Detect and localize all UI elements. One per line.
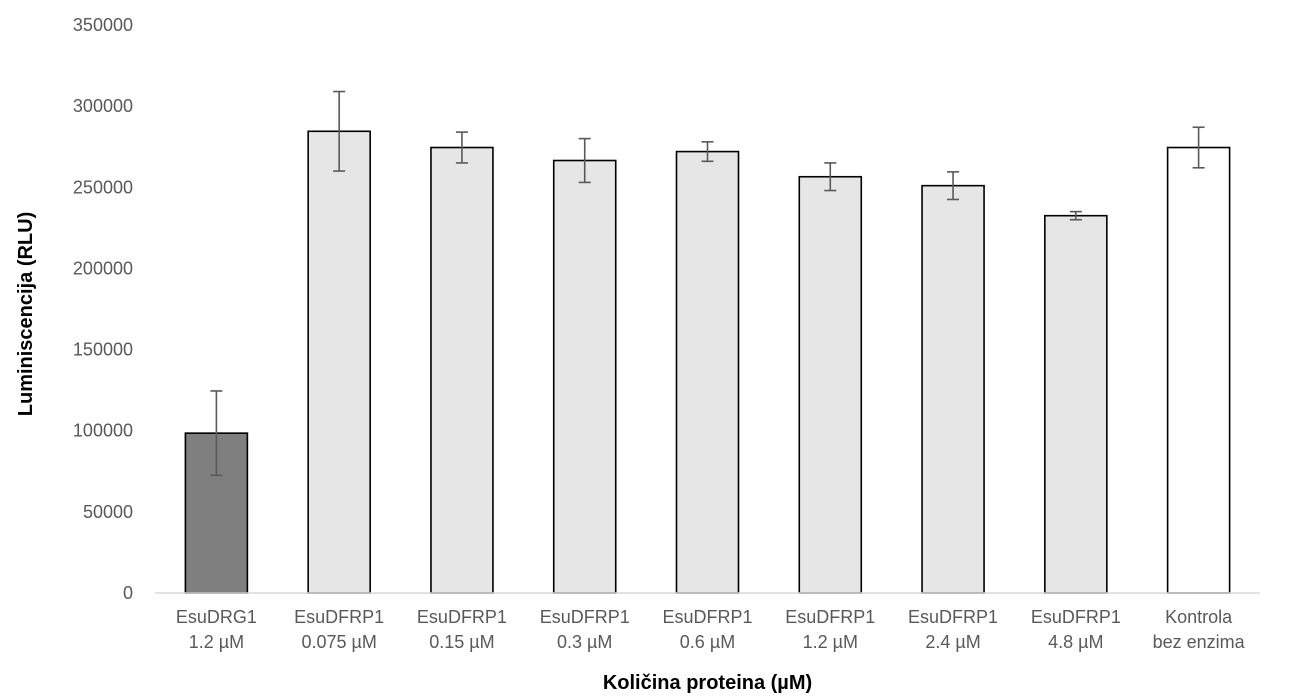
- error-bar: [455, 131, 468, 164]
- x-tick-label: EsuDFRP1 0.3 µM: [540, 607, 630, 652]
- bar: [430, 146, 494, 594]
- bar: [675, 150, 740, 594]
- bar: [552, 159, 617, 594]
- y-tick-label: 50000: [83, 502, 133, 522]
- x-tick-label: EsuDFRP1 0.075 µM: [294, 607, 384, 652]
- error-bar: [947, 171, 960, 201]
- y-tick-labels: 0 50000 100000 150000 200000 250000 300000 3500…: [73, 15, 133, 603]
- x-tick-labels: EsuDRG1 1.2 µM EsuDFRP1 0.075 µM EsuDFRP1 0.1…: [176, 607, 1246, 652]
- x-axis-title: Količina proteina (µM): [603, 672, 812, 694]
- x-tick-label: EsuDFRP1 0.15 µM: [417, 607, 507, 652]
- y-tick-label: 0: [123, 583, 133, 603]
- error-bar: [824, 162, 837, 192]
- y-tick-label: 350000: [73, 15, 133, 35]
- y-axis-title: Luminiscencija (RLU): [15, 212, 37, 416]
- error-bar: [1192, 126, 1205, 169]
- bars: [184, 130, 1231, 594]
- y-tick-label: 250000: [73, 177, 133, 197]
- y-tick-label: 100000: [73, 421, 133, 441]
- error-bar: [333, 90, 346, 172]
- x-tick-label: EsuDFRP1 0.6 µM: [662, 607, 752, 652]
- x-tick-label: EsuDRG1 1.2 µM: [176, 607, 257, 652]
- error-bar: [1069, 210, 1082, 221]
- error-bars: [210, 90, 1205, 477]
- x-tick-label: EsuDFRP1 4.8 µM: [1031, 607, 1121, 652]
- y-tick-label: 300000: [73, 96, 133, 116]
- error-bar: [701, 141, 714, 163]
- x-tick-label: Kontrola bez enzima: [1153, 607, 1246, 652]
- bar: [1166, 146, 1231, 594]
- bar: [307, 130, 371, 594]
- error-bar: [578, 137, 591, 184]
- x-tick-label: EsuDFRP1 1.2 µM: [785, 607, 875, 652]
- y-tick-label: 150000: [73, 340, 133, 360]
- bar: [798, 175, 863, 594]
- x-tick-label: EsuDFRP1 2.4 µM: [908, 607, 998, 652]
- y-tick-label: 200000: [73, 258, 133, 278]
- bar: [921, 184, 985, 594]
- error-bar: [210, 390, 223, 477]
- bar: [1044, 214, 1108, 594]
